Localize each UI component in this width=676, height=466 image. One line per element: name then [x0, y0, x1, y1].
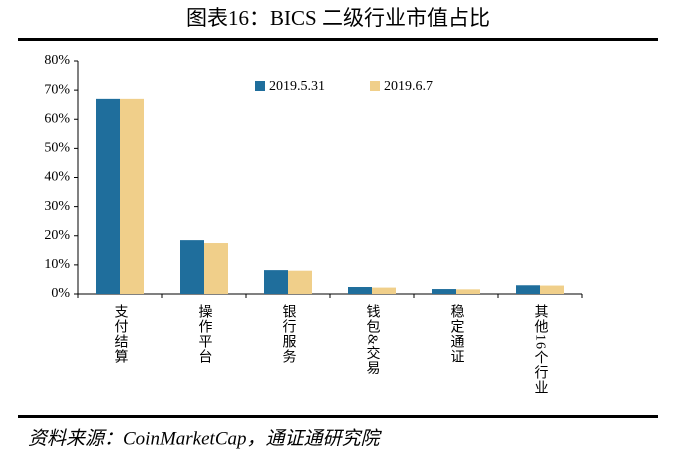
source: 资料来源：CoinMarketCap，通证通研究院: [28, 427, 382, 449]
x-tick-label: 稳定通证: [449, 304, 465, 364]
bar: [264, 270, 288, 294]
y-tick-label: 40%: [44, 170, 70, 185]
x-tick-label: 银行服务: [281, 304, 297, 364]
y-tick-label: 80%: [44, 53, 70, 68]
bar: [288, 270, 312, 294]
footer-rule: [18, 415, 658, 418]
x-tick-label: 钱包&交易: [365, 304, 381, 376]
legend-label: 2019.5.31: [269, 79, 325, 94]
x-tick-label: 其他16个行业: [533, 304, 549, 395]
y-tick-label: 30%: [44, 199, 70, 214]
x-tick-label: 操作平台: [197, 304, 213, 364]
chart-title: 图表16：BICS 二级行业市值占比: [186, 6, 490, 30]
bar: [348, 287, 372, 294]
y-tick-label: 10%: [44, 257, 70, 272]
legend-label: 2019.6.7: [384, 79, 433, 94]
y-tick-label: 60%: [44, 111, 70, 126]
y-tick-label: 70%: [44, 82, 70, 97]
y-tick-label: 50%: [44, 141, 70, 156]
bar: [96, 98, 120, 294]
bar: [540, 285, 564, 294]
bar: [372, 287, 396, 294]
bar: [120, 98, 144, 294]
bar: [204, 243, 228, 294]
y-tick-label: 0%: [51, 286, 70, 301]
x-tick-label: 支付结算: [113, 304, 129, 364]
title-rule: [18, 38, 658, 41]
bar: [456, 289, 480, 294]
bar: [516, 285, 540, 294]
legend-swatch: [255, 81, 265, 91]
bar: [432, 289, 456, 294]
bar: [180, 240, 204, 294]
y-tick-label: 20%: [44, 228, 70, 243]
legend-swatch: [370, 81, 380, 91]
